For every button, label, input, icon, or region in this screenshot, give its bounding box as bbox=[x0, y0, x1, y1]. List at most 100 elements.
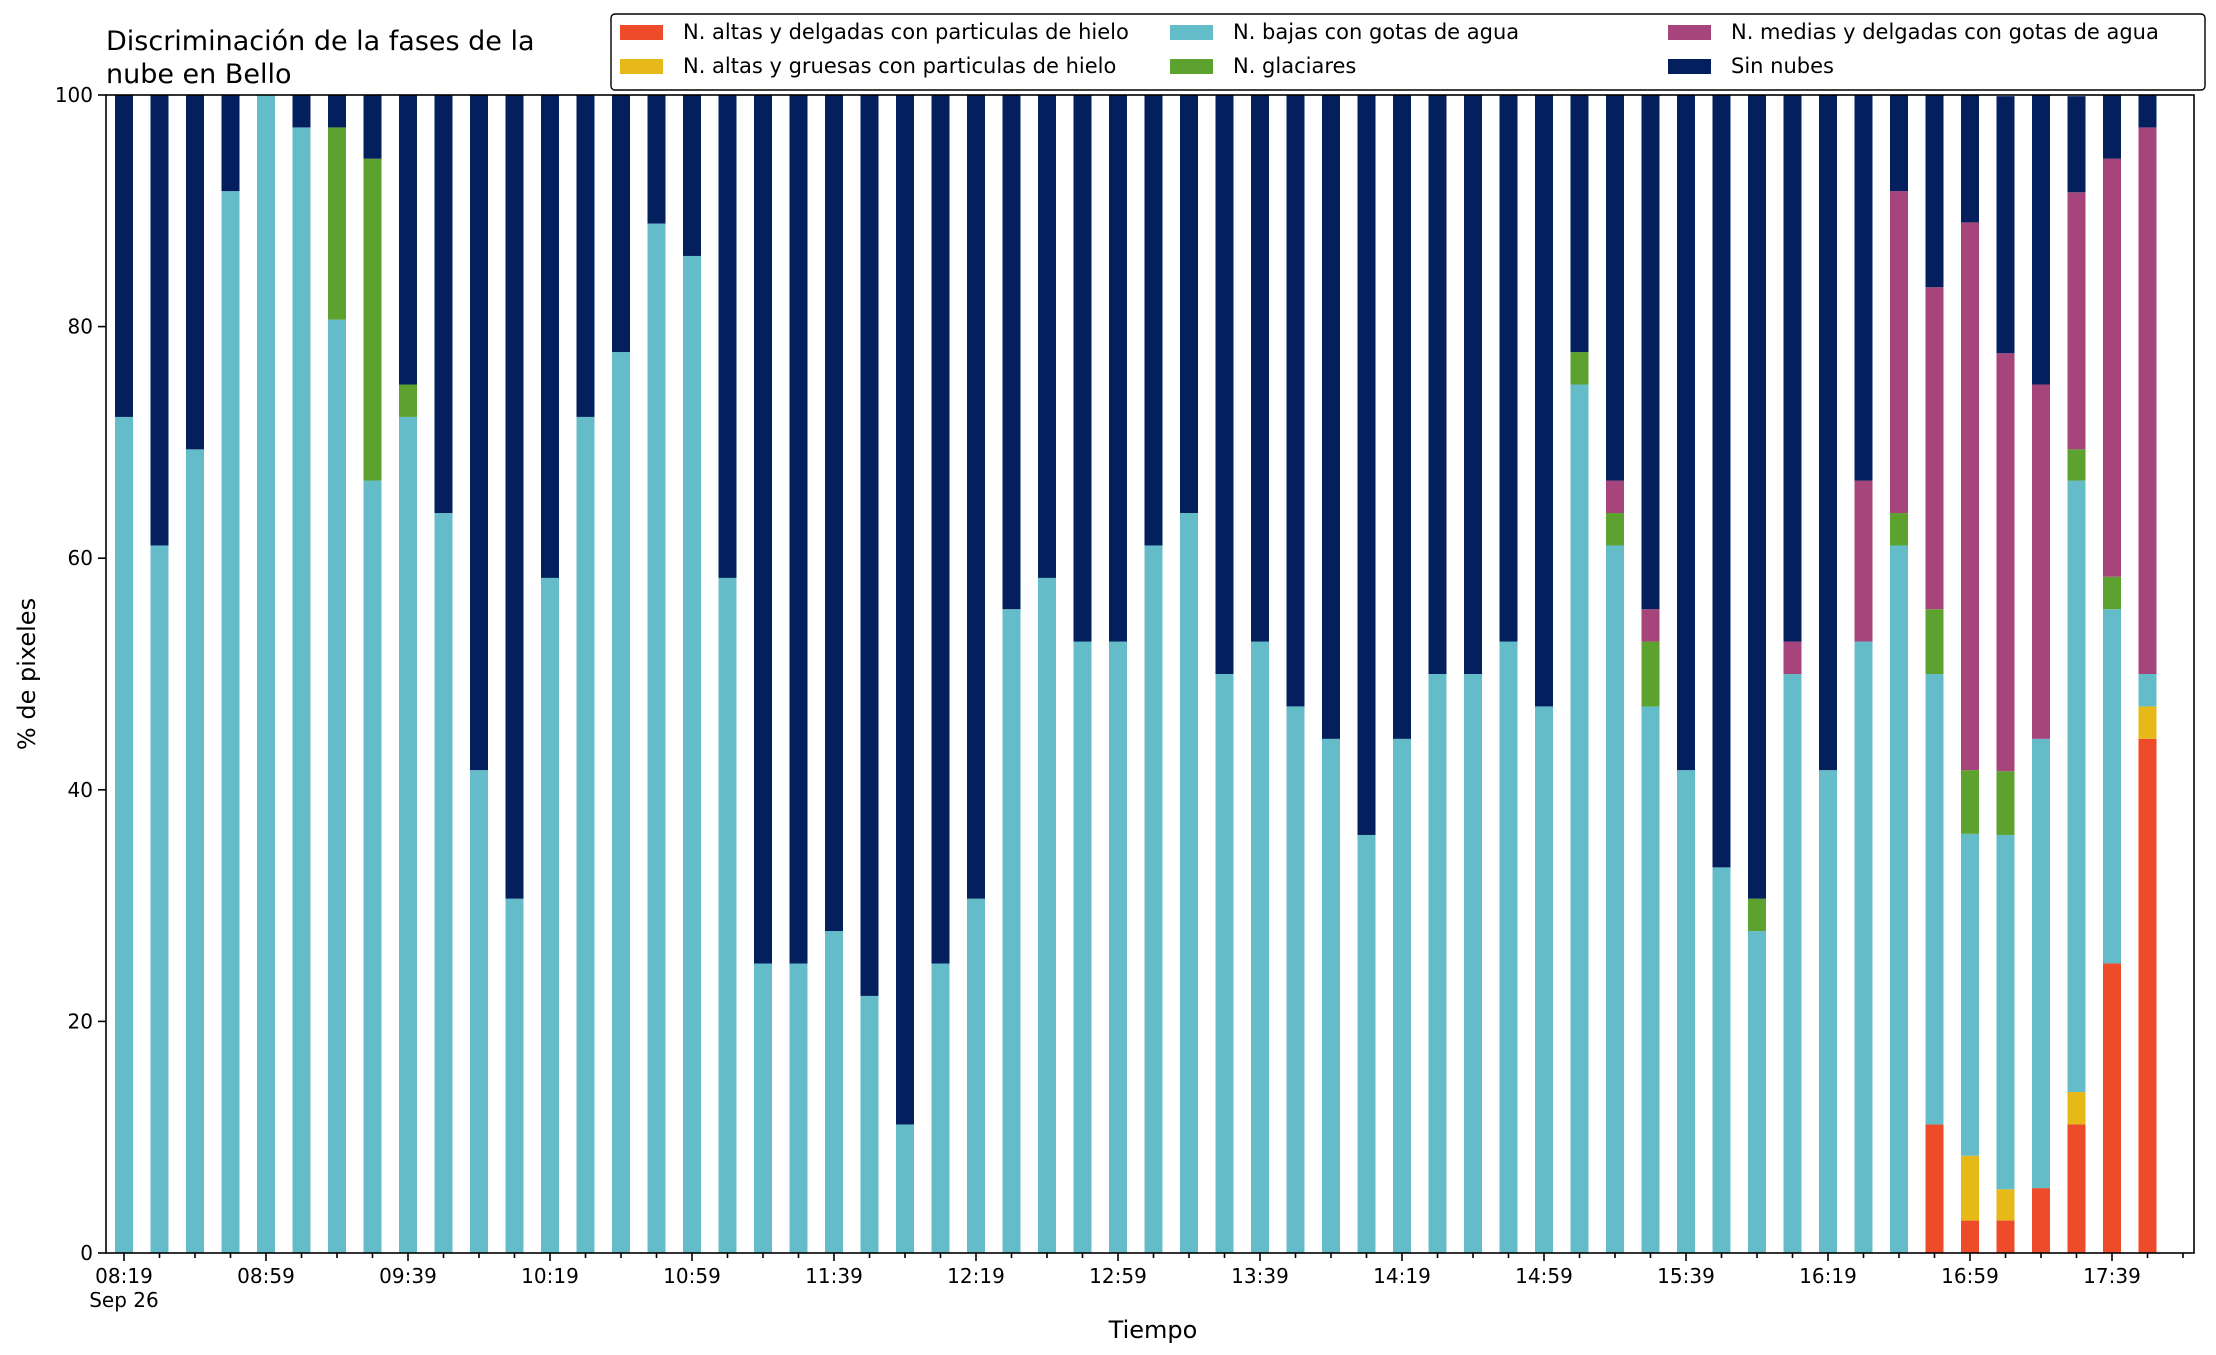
bar-segment-52-series-2 bbox=[1961, 833, 1979, 1156]
bar-segment-1-series-2 bbox=[150, 545, 169, 1253]
legend-swatch bbox=[1668, 25, 1711, 40]
bar-segment-13-series-2 bbox=[576, 416, 595, 1253]
bar-segment-55-series-1 bbox=[2067, 1092, 2086, 1125]
legend: N. altas y delgadas con particulas de hi… bbox=[610, 13, 2206, 91]
bar-segment-12-series-5 bbox=[541, 95, 559, 578]
bar-segment-14-series-5 bbox=[612, 95, 630, 353]
bar-segment-33-series-2 bbox=[1286, 706, 1305, 1253]
y-tick-label: 40 bbox=[68, 778, 93, 802]
x-tick-label: 15:39 bbox=[1657, 1264, 1715, 1288]
bar-segment-52-series-1 bbox=[1961, 1155, 1979, 1221]
legend-swatch bbox=[1170, 59, 1213, 74]
bar-segment-20-series-2 bbox=[825, 931, 843, 1253]
bar-segment-53-series-3 bbox=[1996, 771, 2015, 835]
bar-segment-42-series-5 bbox=[1606, 95, 1624, 481]
bar-segment-56-series-2 bbox=[2103, 609, 2121, 964]
y-axis: 0 20 40 60 80 100 bbox=[55, 83, 106, 1265]
bar-segment-28-series-5 bbox=[1109, 95, 1127, 642]
bar-segment-37-series-5 bbox=[1428, 95, 1447, 674]
x-tick-label: 10:19 bbox=[521, 1264, 579, 1288]
bar-segment-47-series-2 bbox=[1783, 674, 1802, 1253]
bar-segment-56-series-5 bbox=[2103, 95, 2121, 159]
bar-segment-38-series-2 bbox=[1464, 674, 1482, 1253]
bar-segment-41-series-5 bbox=[1570, 95, 1589, 353]
bar-segment-53-series-1 bbox=[1996, 1189, 2015, 1221]
bar-segment-51-series-3 bbox=[1925, 609, 1944, 674]
bar-segment-51-series-4 bbox=[1925, 287, 1944, 610]
bar-segment-6-series-3 bbox=[328, 127, 346, 320]
bar-segment-46-series-3 bbox=[1748, 898, 1766, 932]
x-tick-label: 16:59 bbox=[1941, 1264, 1999, 1288]
bar-segment-43-series-3 bbox=[1641, 641, 1660, 707]
bar-segment-8-series-5 bbox=[399, 95, 417, 385]
legend-swatch bbox=[1170, 25, 1213, 40]
bar-segment-55-series-4 bbox=[2067, 192, 2086, 450]
y-axis-label: % de pixeles bbox=[13, 598, 41, 750]
bar-segment-24-series-5 bbox=[967, 95, 985, 899]
bar-segment-20-series-5 bbox=[825, 95, 843, 932]
y-tick-label: 60 bbox=[68, 546, 93, 570]
bar-segment-10-series-2 bbox=[470, 770, 488, 1253]
bar-segment-24-series-2 bbox=[967, 898, 985, 1253]
legend-entry-label: N. bajas con gotas de agua bbox=[1233, 20, 1519, 44]
bar-segment-50-series-3 bbox=[1890, 513, 1908, 546]
bar-segment-9-series-5 bbox=[434, 95, 453, 514]
bar-segment-32-series-2 bbox=[1251, 641, 1269, 1253]
bar-segment-45-series-5 bbox=[1712, 95, 1731, 868]
x-axis-label: Tiempo bbox=[1108, 1316, 1198, 1344]
bar-segment-52-series-5 bbox=[1961, 95, 1979, 223]
bar-segment-43-series-4 bbox=[1641, 609, 1660, 642]
bar-segment-52-series-3 bbox=[1961, 770, 1979, 834]
legend-swatch bbox=[1668, 59, 1711, 74]
bar-segment-27-series-5 bbox=[1073, 95, 1092, 642]
bar-segment-49-series-2 bbox=[1854, 641, 1873, 1253]
bar-segment-36-series-5 bbox=[1393, 95, 1411, 739]
bar-segment-53-series-0 bbox=[1996, 1220, 2015, 1253]
bar-segment-39-series-2 bbox=[1499, 641, 1518, 1253]
bar-segment-19-series-2 bbox=[789, 963, 808, 1253]
x-tick-label: 12:19 bbox=[947, 1264, 1005, 1288]
bar-segment-22-series-5 bbox=[896, 95, 914, 1125]
bar-segment-57-series-0 bbox=[2138, 738, 2157, 1253]
x-tick-label: 09:39 bbox=[379, 1264, 437, 1288]
bar-segment-21-series-5 bbox=[860, 95, 879, 996]
bar-segment-47-series-5 bbox=[1783, 95, 1802, 642]
bar-segment-46-series-5 bbox=[1748, 95, 1766, 899]
bar-segment-32-series-5 bbox=[1251, 95, 1269, 642]
bar-segment-34-series-5 bbox=[1322, 95, 1340, 739]
x-tick-label: 13:39 bbox=[1231, 1264, 1289, 1288]
bar-segment-48-series-5 bbox=[1819, 95, 1837, 771]
bar-segment-6-series-2 bbox=[328, 319, 346, 1253]
x-tick-label: 10:59 bbox=[663, 1264, 721, 1288]
bar-segment-7-series-3 bbox=[363, 158, 382, 481]
bar-segment-4-series-2 bbox=[257, 95, 275, 1253]
bar-segment-57-series-2 bbox=[2138, 674, 2157, 707]
bar-segment-57-series-5 bbox=[2138, 95, 2157, 128]
bar-segment-15-series-5 bbox=[647, 95, 666, 224]
legend-swatch bbox=[620, 25, 663, 40]
bar-segment-42-series-4 bbox=[1606, 480, 1624, 514]
bar-segment-16-series-2 bbox=[683, 255, 701, 1253]
bar-segment-18-series-5 bbox=[754, 95, 772, 964]
bar-segment-40-series-2 bbox=[1535, 706, 1553, 1253]
bar-segment-53-series-5 bbox=[1996, 96, 2015, 354]
bar-segment-33-series-5 bbox=[1286, 95, 1305, 707]
bar-segment-29-series-2 bbox=[1144, 545, 1163, 1253]
bar-segment-53-series-2 bbox=[1996, 834, 2015, 1190]
bar-segment-17-series-2 bbox=[718, 577, 737, 1253]
bar-segment-26-series-5 bbox=[1038, 95, 1056, 578]
chart-title-line-2: nube en Bello bbox=[106, 59, 292, 90]
bar-segment-47-series-4 bbox=[1783, 641, 1802, 674]
bar-segment-55-series-2 bbox=[2067, 480, 2086, 1093]
x-tick-label: 14:19 bbox=[1373, 1264, 1431, 1288]
bar-segment-26-series-2 bbox=[1038, 577, 1056, 1253]
bar-segment-54-series-4 bbox=[2032, 384, 2050, 739]
bar-segment-40-series-5 bbox=[1535, 95, 1553, 707]
legend-entry-label: N. altas y delgadas con particulas de hi… bbox=[683, 20, 1129, 44]
bar-segment-11-series-2 bbox=[505, 898, 524, 1253]
bar-segment-41-series-2 bbox=[1570, 384, 1589, 1253]
x-tick-label: 14:59 bbox=[1515, 1264, 1573, 1288]
bar-segment-0-series-2 bbox=[115, 416, 133, 1253]
bar-segment-9-series-2 bbox=[434, 513, 453, 1253]
